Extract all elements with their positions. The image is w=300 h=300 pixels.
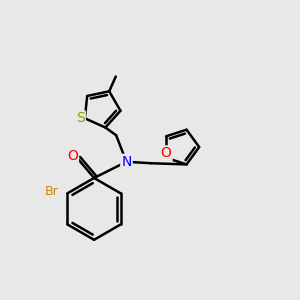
Text: S: S (76, 111, 85, 125)
Text: O: O (67, 149, 78, 164)
Text: Br: Br (45, 185, 59, 199)
Text: N: N (121, 155, 132, 169)
Text: O: O (161, 146, 172, 161)
